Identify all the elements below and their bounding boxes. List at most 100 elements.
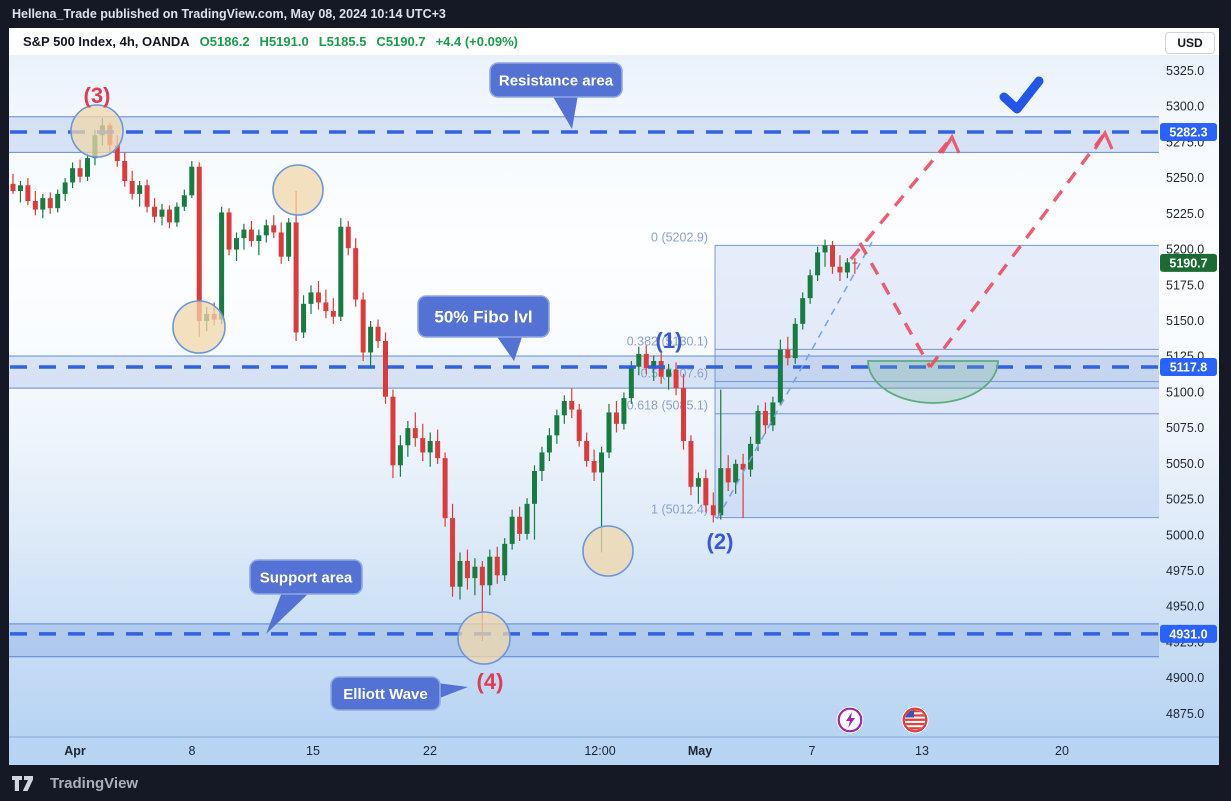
time-axis[interactable]: [9, 737, 1219, 765]
candle: [524, 503, 530, 534]
candle: [800, 298, 806, 324]
candle: [479, 566, 485, 586]
candle: [807, 275, 813, 299]
price-axis-label: 4875.0: [1166, 707, 1204, 721]
candle: [166, 209, 172, 223]
support-price-badge: 4931.0: [1160, 624, 1217, 643]
candle: [606, 412, 612, 453]
projection-arrow[interactable]: [849, 135, 954, 261]
candle: [815, 252, 821, 276]
candle: [442, 458, 448, 519]
candle: [315, 292, 321, 303]
attention-circle[interactable]: [272, 164, 324, 216]
price-axis-label: 5000.0: [1166, 528, 1204, 542]
open-quote: O5186.2: [199, 34, 250, 49]
candle: [219, 212, 225, 320]
candle: [681, 388, 686, 442]
tradingview-logo-icon[interactable]: [12, 775, 42, 792]
candle: [830, 245, 835, 267]
candle: [837, 266, 843, 273]
resistance-area-bubble[interactable]: Resistance area: [489, 62, 623, 129]
candle: [330, 311, 336, 317]
candle: [122, 161, 128, 182]
attention-circle[interactable]: [70, 104, 124, 158]
candle: [181, 195, 187, 207]
candle: [494, 556, 500, 576]
candle: [636, 353, 642, 367]
us-flag-icon[interactable]: [901, 706, 929, 734]
high-quote: H5191.0: [259, 34, 309, 49]
symbol-title[interactable]: S&P 500 Index, 4h, OANDA: [23, 34, 190, 49]
candle: [532, 471, 537, 504]
svg-text:4931.0: 4931.0: [1169, 627, 1207, 641]
candle: [762, 411, 768, 426]
resistance-band[interactable]: [9, 116, 1159, 153]
low-quote: L5185.5: [318, 34, 367, 49]
candle: [435, 441, 441, 459]
candle: [62, 182, 68, 194]
svg-text:50% Fibo lvl: 50% Fibo lvl: [434, 308, 532, 327]
candle: [725, 468, 731, 483]
price-axis-label: 4975.0: [1166, 564, 1204, 578]
price-axis-label: 5075.0: [1166, 421, 1204, 435]
wave-label[interactable]: (1): [656, 328, 683, 353]
svg-text:5282.3: 5282.3: [1169, 126, 1207, 140]
support-band[interactable]: [9, 623, 1159, 657]
attribution-text: Hellena_Trade published on TradingView.c…: [12, 7, 446, 21]
candle: [189, 166, 195, 196]
currency-button[interactable]: USD: [1165, 32, 1215, 54]
candle: [323, 302, 329, 312]
candle: [152, 206, 158, 217]
candle: [464, 561, 470, 579]
elliott-wave-bubble[interactable]: Elliott Wave: [330, 676, 468, 711]
candle: [17, 185, 23, 192]
trendline[interactable]: [716, 241, 873, 520]
footer-brand[interactable]: TradingView: [50, 774, 139, 792]
price-axis-label: 5150.0: [1166, 314, 1204, 328]
candle: [368, 326, 374, 353]
candle: [10, 183, 16, 192]
time-axis-label: 22: [423, 744, 437, 758]
support-area-bubble[interactable]: Support area: [249, 559, 363, 634]
candle: [844, 262, 850, 273]
candle: [621, 398, 627, 424]
candle: [286, 222, 292, 257]
candle: [509, 516, 515, 544]
fibo-lvl-bubble[interactable]: 50% Fibo lvl: [417, 295, 550, 361]
projection-arrow[interactable]: [858, 242, 932, 368]
candle: [643, 353, 649, 369]
wave-label[interactable]: (3): [84, 83, 111, 108]
price-axis-label: 5325.0: [1166, 64, 1204, 78]
attention-circle[interactable]: [457, 611, 511, 665]
bounce-arc[interactable]: [867, 360, 999, 404]
price-axis-label: 5175.0: [1166, 278, 1204, 292]
checkmark-icon[interactable]: [999, 76, 1044, 114]
arrowhead-icon: [1093, 129, 1114, 150]
candle: [472, 566, 478, 579]
candle: [70, 168, 76, 183]
time-axis-label: 8: [189, 744, 196, 758]
svg-text:Resistance area: Resistance area: [499, 72, 614, 89]
candle: [546, 435, 552, 453]
price-axis-label: 5100.0: [1166, 385, 1204, 399]
attention-circle[interactable]: [172, 300, 226, 354]
wave-label[interactable]: (4): [477, 669, 504, 694]
candle: [353, 248, 359, 300]
fib-level-label: 0 (5202.9): [651, 230, 708, 244]
candle: [517, 516, 523, 534]
price-axis-label: 5200.0: [1166, 243, 1204, 257]
candle: [196, 166, 202, 322]
attention-circle[interactable]: [582, 525, 634, 577]
footer-bar: TradingView: [0, 765, 1231, 801]
close-quote: C5190.7: [376, 34, 426, 49]
economic-event-icon[interactable]: [836, 706, 864, 734]
candle: [852, 262, 858, 264]
wave-label[interactable]: (2): [707, 529, 734, 554]
candle: [85, 158, 90, 177]
candle: [338, 226, 344, 317]
candle: [159, 209, 165, 217]
arrowhead-icon: [940, 133, 961, 154]
time-axis-label: 12:00: [584, 744, 615, 758]
projection-arrow[interactable]: [928, 131, 1107, 369]
